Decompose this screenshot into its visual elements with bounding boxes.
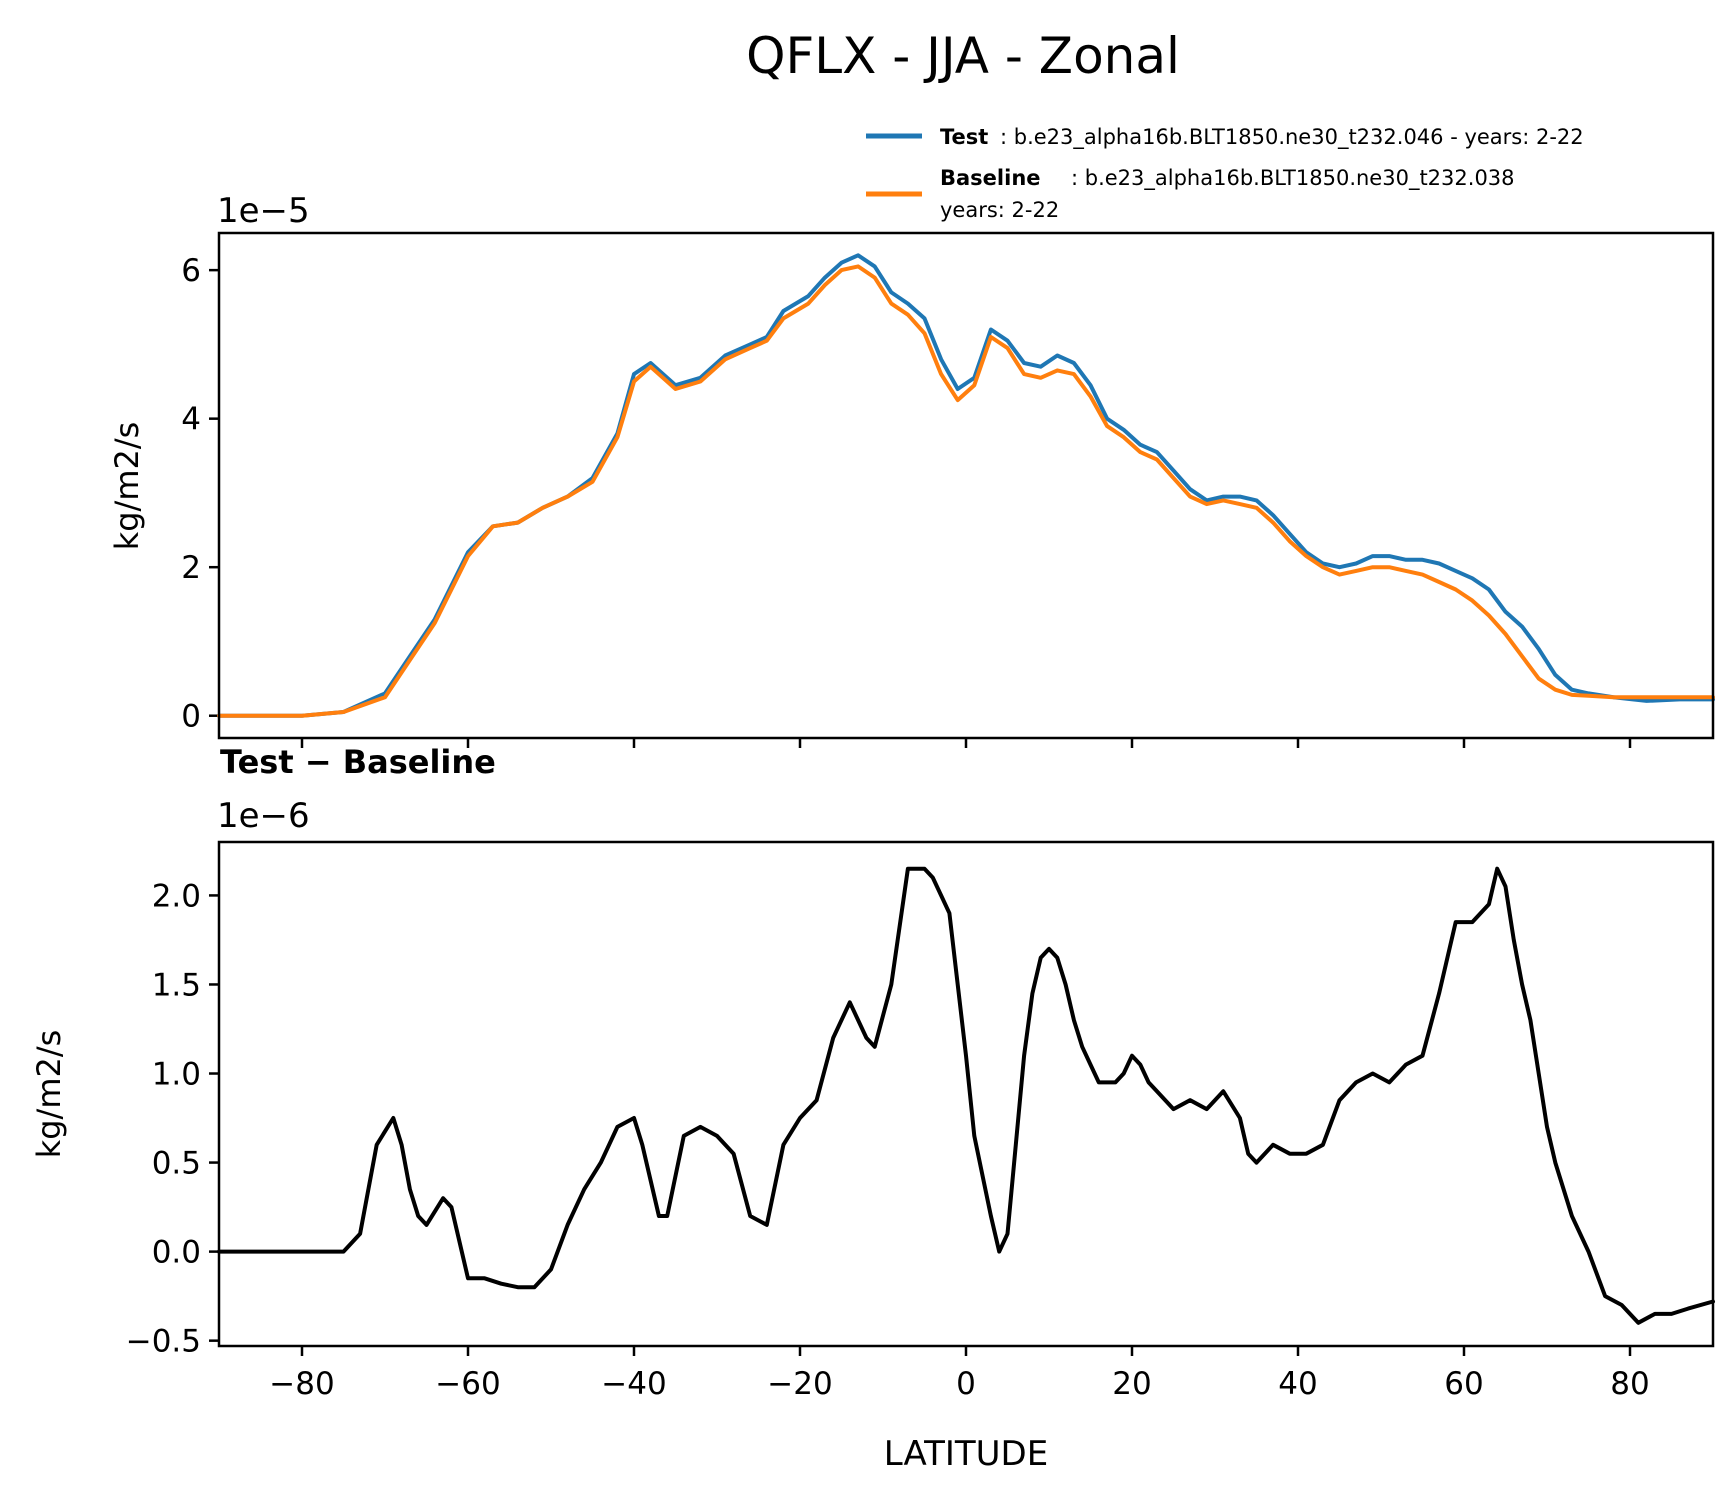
x-tick-label: 40 [1278,1366,1317,1402]
top-y-tick-label: 6 [181,253,201,289]
x-tick-label: 80 [1610,1366,1649,1402]
legend-label-baseline: Baseline [940,166,1041,190]
bottom-y-tick-label: 2.0 [152,878,201,914]
x-axis-label: LATITUDE [884,1434,1048,1474]
legend-label-test: Test [940,125,988,149]
top-y-axis-label: kg/m2/s [108,422,146,551]
top-plot-frame [217,231,1715,740]
top-panel: 1e−5 0 2 4 6 kg/m2/s [108,191,1715,748]
top-y-tick-label: 2 [181,550,201,586]
bottom-y-axis-label: kg/m2/s [30,1030,68,1159]
x-tick-label: 0 [956,1366,976,1402]
legend-desc-baseline: : b.e23_alpha16b.BLT1850.ne30_t232.038 [1071,166,1515,191]
bottom-y-tick-label: 0.0 [152,1235,201,1271]
x-tick-label: 20 [1112,1366,1151,1402]
bottom-y-tick-label: 0.5 [152,1146,201,1182]
bottom-panel-title: Test − Baseline [220,743,496,781]
x-tick-label: −20 [767,1366,832,1402]
legend: Test : b.e23_alpha16b.BLT1850.ne30_t232.… [866,125,1584,222]
x-tick-label: 60 [1444,1366,1483,1402]
top-y-tick-label: 0 [181,699,201,735]
top-y-tick-label: 4 [181,402,201,438]
figure-title: QFLX - JJA - Zonal [746,27,1180,85]
x-tick-label: −60 [435,1366,500,1402]
top-offset-label: 1e−5 [217,191,310,231]
top-series-line-test [217,253,1715,718]
x-tick-label: −80 [269,1366,334,1402]
bottom-series-line-test-baseline [217,866,1715,1325]
top-series-line-baseline [217,264,1715,718]
bottom-plot-frame [217,840,1715,1348]
bottom-y-tick-label: 1.5 [152,967,201,1003]
bottom-y-tick-label: −0.5 [126,1324,201,1360]
bottom-offset-label: 1e−6 [217,796,310,836]
legend-desc-test: : b.e23_alpha16b.BLT1850.ne30_t232.046 -… [1000,125,1584,150]
bottom-y-tick-label: 1.0 [152,1057,201,1093]
bottom-panel: Test − Baseline 1e−6 −0.5 0.0 0.5 1.0 1.5 2.0… [30,743,1715,1474]
x-tick-label: −40 [601,1366,666,1402]
legend-desc-baseline-years: years: 2-22 [940,198,1059,222]
